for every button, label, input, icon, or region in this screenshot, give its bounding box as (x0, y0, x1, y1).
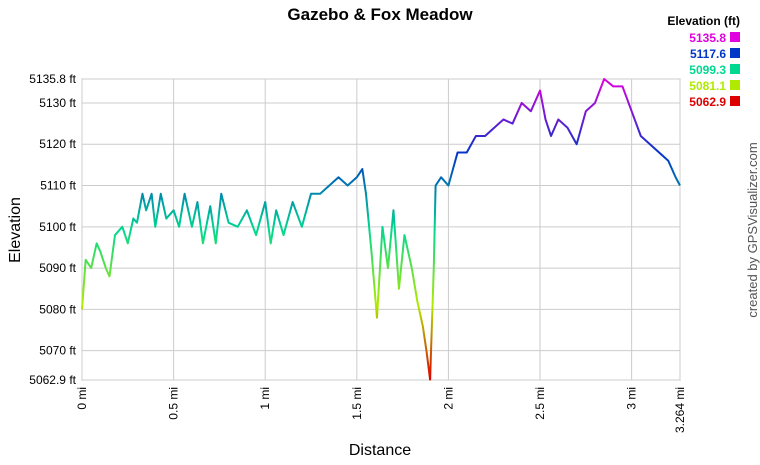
y-tick-label: 5135.8 ft (29, 72, 76, 86)
plot-area (81, 78, 681, 381)
legend-swatch (730, 80, 740, 90)
legend-swatch (730, 64, 740, 74)
y-tick-label: 5100 ft (39, 220, 76, 234)
x-tick-label: 0 mi (75, 387, 89, 410)
y-tick-label: 5130 ft (39, 96, 76, 110)
legend-swatch (730, 96, 740, 106)
elevation-line (81, 78, 681, 381)
legend-swatch (730, 32, 740, 42)
x-tick-label: 3.264 mi (673, 387, 687, 433)
x-axis-title: Distance (349, 442, 411, 459)
credit: created by GPSVisualizer.com (745, 142, 760, 317)
legend-swatch (730, 48, 740, 58)
y-tick-label: 5120 ft (39, 137, 76, 151)
x-tick-label: 3 mi (625, 387, 639, 410)
legend-label: 5062.9 (689, 95, 726, 109)
chart-title: Gazebo & Fox Meadow (287, 5, 473, 24)
legend-label: 5081.1 (689, 79, 726, 93)
y-tick-label: 5110 ft (40, 179, 76, 193)
legend-title: Elevation (ft) (667, 14, 740, 28)
y-tick-label: 5080 ft (39, 302, 76, 316)
legend-label: 5135.8 (689, 31, 726, 45)
x-tick-label: 1 mi (258, 387, 272, 410)
y-axis-title: Elevation (7, 197, 24, 263)
y-tick-label: 5070 ft (39, 344, 76, 358)
x-tick-label: 0.5 mi (167, 387, 181, 420)
x-tick-label: 2.5 mi (533, 387, 547, 420)
x-tick-label: 2 mi (441, 387, 455, 410)
y-tick-label: 5090 ft (39, 261, 76, 275)
x-tick-label: 1.5 mi (350, 387, 364, 420)
legend-label: 5099.3 (689, 63, 726, 77)
y-tick-label: 5062.9 ft (29, 373, 76, 387)
legend-label: 5117.6 (690, 47, 726, 61)
